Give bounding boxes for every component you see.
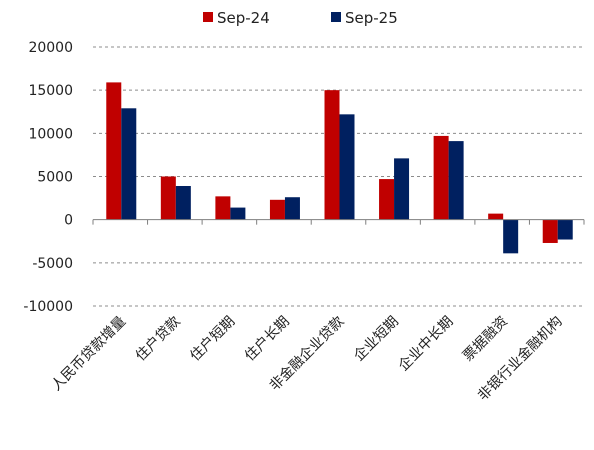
y-tick-label: 15000 (28, 83, 73, 99)
bar (503, 219, 519, 254)
x-tick-label: 住户贷款 (132, 313, 184, 365)
x-tick-label: 企业短期 (350, 313, 402, 365)
y-tick-label: -10000 (23, 299, 73, 315)
bars (106, 82, 573, 254)
y-tick-label: 10000 (28, 126, 73, 142)
legend-swatch (203, 12, 213, 22)
bar (269, 199, 285, 220)
y-tick-label: -5000 (32, 256, 73, 272)
x-tick-label: 企业中长期 (395, 313, 457, 375)
y-tick-label: 0 (64, 213, 73, 229)
bar (324, 90, 340, 220)
bar (284, 197, 300, 220)
legend-label: Sep-25 (345, 9, 398, 27)
gridlines (93, 46, 584, 307)
legend: Sep-24 Sep-25 (203, 9, 398, 27)
bar (394, 158, 410, 220)
bar (339, 114, 355, 220)
y-axis: -10000 -5000 0 5000 10000 15000 20000 (23, 40, 73, 315)
y-tick-label: 20000 (28, 40, 73, 56)
bar (448, 141, 464, 220)
x-tick-label: 住户长期 (241, 313, 293, 365)
bar (230, 207, 246, 220)
x-tick-label: 住户短期 (187, 313, 239, 365)
x-tick-label: 人民币贷款增量 (48, 314, 129, 395)
bar (433, 135, 449, 220)
bar (215, 196, 231, 220)
bar (542, 219, 558, 243)
bar (557, 219, 573, 240)
legend-label: Sep-24 (217, 9, 270, 27)
bar (488, 213, 504, 220)
legend-swatch (331, 12, 341, 22)
bar (160, 176, 176, 220)
bar (379, 179, 395, 220)
x-tick-label: 票据融资 (460, 314, 511, 365)
bar (106, 82, 122, 220)
bar (175, 185, 191, 220)
y-tick-label: 5000 (37, 170, 73, 186)
bar (121, 108, 137, 220)
